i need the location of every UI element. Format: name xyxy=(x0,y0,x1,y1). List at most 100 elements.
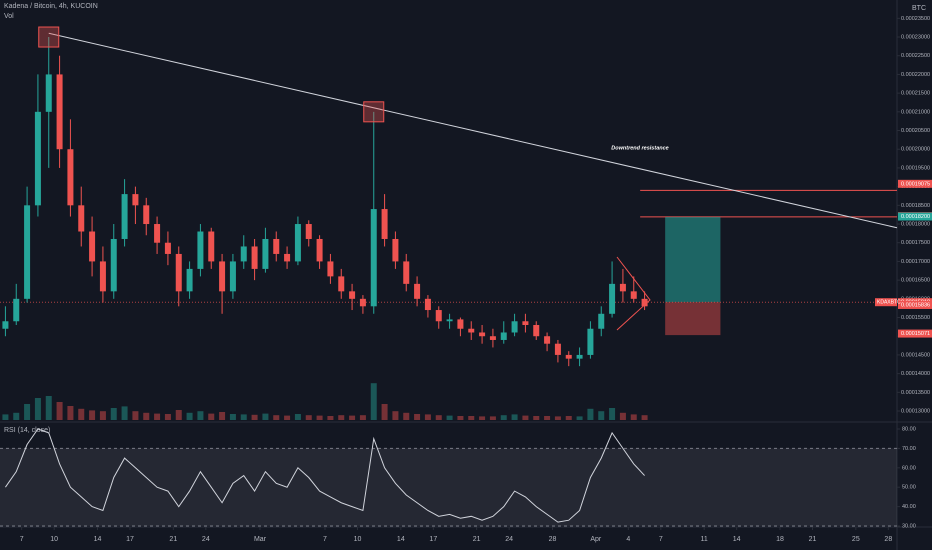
candle-body xyxy=(565,354,572,359)
y-tick-label: 0.00020000 xyxy=(901,147,930,153)
volume-bar xyxy=(251,414,258,420)
chart-title: Kadena / Bitcoin, 4h, KUCOIN xyxy=(4,3,98,10)
candle-body xyxy=(143,205,150,225)
price-tag xyxy=(898,329,932,338)
candle-body xyxy=(13,298,20,322)
candle-body xyxy=(479,332,486,337)
x-tick-label: 4 xyxy=(626,536,630,543)
x-tick-label: 25 xyxy=(852,536,860,543)
candle-body xyxy=(587,328,594,355)
y-tick-label: 0.00014000 xyxy=(901,371,930,377)
x-tick-label: 24 xyxy=(202,536,210,543)
y-tick-label: 0.00022000 xyxy=(901,72,930,78)
position-profit xyxy=(665,216,721,303)
triangle-pattern xyxy=(616,256,651,331)
candle-body xyxy=(273,238,280,254)
volume-bar xyxy=(598,411,605,420)
x-tick-label: 10 xyxy=(354,536,362,543)
price-tag-label: 0.00018200 xyxy=(901,214,930,220)
x-tick-label: 18 xyxy=(776,536,784,543)
candle-body xyxy=(89,231,96,262)
candle-body xyxy=(598,313,605,329)
volume-bar xyxy=(479,416,486,420)
rsi-label: RSI (14, close) xyxy=(4,427,50,434)
x-tick-label: 21 xyxy=(473,536,481,543)
candle-body xyxy=(576,354,583,359)
volume-bar xyxy=(554,416,561,420)
candle-body xyxy=(305,224,312,239)
candle-body xyxy=(370,209,377,307)
candle-body xyxy=(403,261,410,284)
volume-bar xyxy=(381,404,388,420)
y-tick-label: 0.00017000 xyxy=(901,259,930,265)
volume-bar xyxy=(175,410,182,420)
volume-bar xyxy=(414,414,421,420)
volume-bar xyxy=(522,415,529,420)
x-tick-label: 17 xyxy=(126,536,134,543)
x-tick-label: 28 xyxy=(884,536,892,543)
volume-bar xyxy=(262,413,269,420)
y-tick-label: 0.00019500 xyxy=(901,165,930,171)
trendline xyxy=(48,32,898,229)
x-tick-label: Mar xyxy=(254,536,267,543)
y-tick-label: 0.00015500 xyxy=(901,315,930,321)
x-tick-label: 7 xyxy=(20,536,24,543)
candle-body xyxy=(446,319,453,322)
rsi-line xyxy=(5,428,645,523)
volume-bar xyxy=(186,412,193,420)
volume-bar xyxy=(208,413,215,420)
candle-body xyxy=(186,268,193,292)
x-tick-label: 28 xyxy=(549,536,557,543)
volume-bar xyxy=(392,411,399,420)
rsi-tick-label: 60.00 xyxy=(902,465,916,471)
price-tag-label: 0.00015836 xyxy=(901,302,930,308)
candle-body xyxy=(338,276,345,292)
candle-body xyxy=(294,224,301,262)
candle-body xyxy=(262,238,269,269)
volume-bar xyxy=(349,415,356,420)
candle-body xyxy=(544,336,551,344)
volume-bar xyxy=(533,416,540,420)
volume-bar xyxy=(154,413,161,420)
candle-body xyxy=(132,194,139,206)
volume-bar xyxy=(56,402,63,420)
volume-bar xyxy=(327,416,334,420)
volume-bar xyxy=(500,415,507,420)
candle-body xyxy=(435,310,442,322)
x-tick-label: 14 xyxy=(94,536,102,543)
trendline-label: Downtrend resistance xyxy=(611,145,668,151)
candle-body xyxy=(2,321,9,329)
volume-bar xyxy=(359,415,366,420)
volume-bar xyxy=(67,406,74,420)
candle-body xyxy=(381,209,388,239)
volume-bar xyxy=(13,412,20,420)
y-tick-label: 0.00017500 xyxy=(901,240,930,246)
candle-body xyxy=(630,291,637,299)
candle-body xyxy=(619,283,626,292)
rsi-tick-label: 50.00 xyxy=(902,485,916,491)
x-tick-label: 10 xyxy=(50,536,58,543)
volume-bar xyxy=(576,416,583,420)
price-tag xyxy=(898,300,932,309)
candle-body xyxy=(468,328,475,333)
candle-body xyxy=(197,231,204,269)
price-tag-label: 0.00015071 xyxy=(901,331,930,337)
volume-bar xyxy=(284,415,291,420)
x-tick-label: 24 xyxy=(505,536,513,543)
candle-body xyxy=(154,224,161,243)
candle-body xyxy=(284,253,291,262)
volume-bar xyxy=(316,415,323,420)
rsi-tick-label: 80.00 xyxy=(902,426,916,432)
x-tick-label: 7 xyxy=(323,536,327,543)
candle-body xyxy=(208,231,215,262)
candle-body xyxy=(251,246,258,269)
volume-bar xyxy=(489,416,496,420)
candle-body xyxy=(500,332,507,340)
volume-bar xyxy=(197,411,204,420)
x-tick-label: 11 xyxy=(701,536,708,543)
volume-bar xyxy=(110,408,117,420)
y-tick-label: 0.00016500 xyxy=(901,278,930,284)
x-tick-label: 14 xyxy=(397,536,405,543)
rsi-band xyxy=(0,448,897,527)
